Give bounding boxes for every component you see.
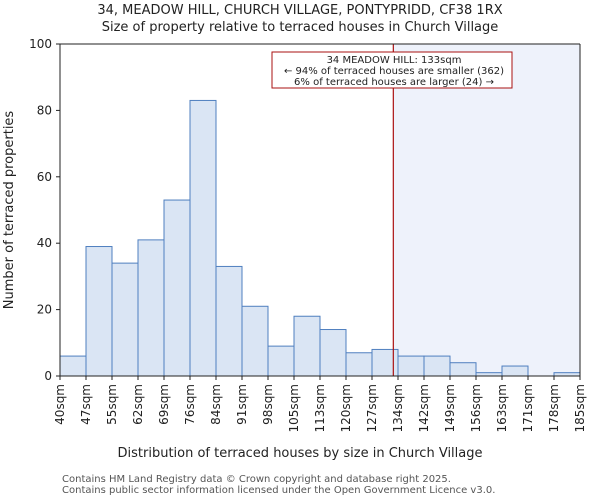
x-tick-label: 62sqm	[131, 384, 145, 425]
y-tick-label: 0	[44, 369, 52, 383]
bar	[293, 315, 321, 377]
bar	[319, 329, 347, 377]
bar	[241, 305, 269, 377]
x-tick-label: 163sqm	[495, 384, 509, 432]
x-tick-label: 55sqm	[105, 384, 119, 425]
y-tick-label: 20	[37, 303, 52, 317]
bar	[267, 345, 295, 377]
x-tick-label: 142sqm	[417, 384, 431, 432]
bar	[137, 239, 165, 377]
bar	[449, 362, 477, 377]
x-tick-label: 76sqm	[183, 384, 197, 425]
plot-area: 0 20 40 60 80 100 40sqm 47sqm 55sqm 62sqm 69sqm 76s…	[29, 37, 587, 432]
x-tick-label: 134sqm	[391, 384, 405, 432]
chart-title-line2: Size of property relative to terraced ho…	[102, 20, 499, 35]
x-tick-label: 91sqm	[235, 384, 249, 425]
bar	[85, 246, 113, 377]
bar	[397, 355, 425, 377]
x-tick-label: 84sqm	[209, 384, 223, 425]
bar	[423, 355, 451, 377]
bar	[189, 99, 217, 377]
y-tick-label: 60	[37, 170, 52, 184]
x-tick-label: 69sqm	[157, 384, 171, 425]
y-tick-label: 100	[29, 37, 52, 51]
bar	[163, 199, 191, 377]
x-tick-label: 171sqm	[521, 384, 535, 432]
annotation-box	[271, 51, 513, 89]
bar	[501, 365, 529, 377]
x-tick-label: 127sqm	[365, 384, 379, 432]
y-tick-label: 80	[37, 103, 52, 117]
bar	[59, 355, 87, 377]
x-tick-label: 113sqm	[313, 384, 327, 432]
highlight-region	[393, 44, 580, 376]
bar	[345, 352, 373, 377]
x-tick-label: 120sqm	[339, 384, 353, 432]
y-axis-label: Number of terraced properties	[2, 111, 17, 310]
y-tick-label: 40	[37, 236, 52, 250]
x-axis-label: Distribution of terraced houses by size …	[118, 446, 483, 461]
x-tick-label: 149sqm	[443, 384, 457, 432]
x-tick-label: 47sqm	[79, 384, 93, 425]
bar	[111, 262, 139, 377]
bar	[371, 348, 399, 377]
bar	[215, 265, 243, 377]
footer-line1: Contains HM Land Registry data © Crown c…	[62, 474, 451, 485]
x-tick-label: 40sqm	[53, 384, 67, 425]
annotation-title: 34 MEADOW HILL: 133sqm	[327, 55, 462, 66]
x-tick-label: 156sqm	[469, 384, 483, 432]
x-tick-label: 98sqm	[261, 384, 275, 425]
annotation-larger: 6% of terraced houses are larger (24) →	[294, 77, 494, 88]
footer-line2: Contains public sector information licen…	[62, 485, 496, 496]
annotation-smaller: ← 94% of terraced houses are smaller (36…	[284, 66, 504, 77]
chart-title-line1: 34, MEADOW HILL, CHURCH VILLAGE, PONTYPR…	[97, 3, 502, 18]
x-tick-label: 185sqm	[573, 384, 587, 432]
x-tick-label: 105sqm	[287, 384, 301, 432]
x-tick-label: 178sqm	[547, 384, 561, 432]
